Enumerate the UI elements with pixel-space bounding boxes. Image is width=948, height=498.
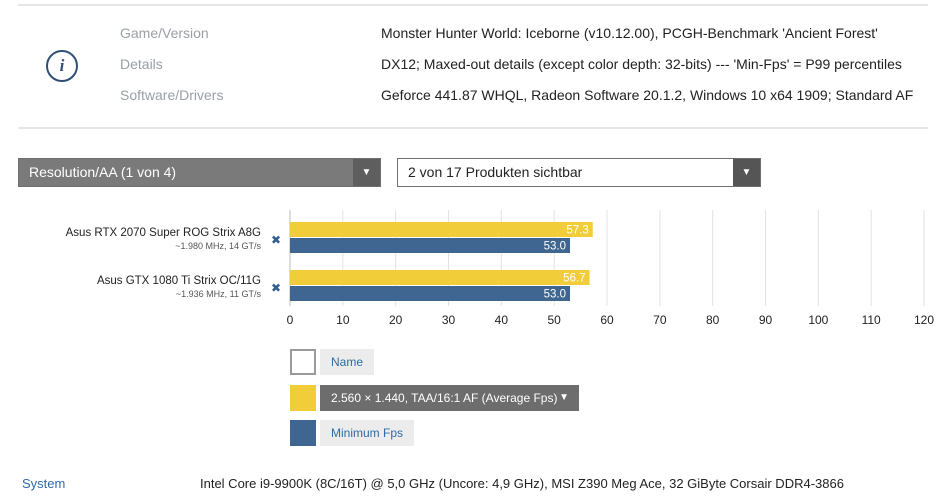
bar-value-label: 53.0 (544, 289, 566, 301)
info-icon: i (46, 50, 78, 82)
category-subtitle: ~1.936 MHz, 11 GT/s (176, 289, 262, 299)
products-select[interactable]: 2 von 17 Produkten sichtbar ▼ (397, 158, 761, 187)
meta-value-software: Geforce 441.87 WHQL, Radeon Software 20.… (381, 87, 914, 103)
x-tick-label: 60 (600, 313, 614, 327)
x-tick-label: 110 (862, 313, 881, 327)
chevron-down-icon[interactable]: ▼ (559, 392, 569, 403)
bar (290, 286, 571, 301)
info-divider (18, 127, 928, 129)
bar-value-label: 57.3 (566, 225, 588, 237)
bar (290, 270, 590, 285)
meta-label-details: Details (120, 56, 163, 72)
x-tick-label: 10 (336, 313, 350, 327)
bar (290, 222, 593, 237)
x-tick-label: 120 (914, 313, 934, 327)
x-tick-label: 90 (759, 313, 773, 327)
top-divider (18, 4, 928, 6)
close-x-icon[interactable]: ✖ (271, 281, 281, 295)
system-value: Intel Core i9-9900K (8C/16T) @ 5,0 GHz (… (200, 476, 844, 491)
category-label: Asus RTX 2070 Super ROG Strix A8G (66, 227, 261, 239)
meta-label-game: Game/Version (120, 25, 209, 41)
category-subtitle: ~1.980 MHz, 14 GT/s (175, 241, 261, 251)
resolution-select-value: Resolution/AA (1 von 4) (29, 164, 177, 180)
chevron-down-icon[interactable]: ▼ (733, 159, 760, 186)
x-tick-label: 70 (653, 313, 667, 327)
x-tick-label: 20 (389, 313, 403, 327)
legend-average-label: 2.560 × 1.440, TAA/16:1 AF (Average Fps) (331, 391, 558, 405)
x-tick-label: 30 (442, 313, 456, 327)
legend-average-swatch[interactable] (290, 385, 316, 411)
legend-average-select[interactable]: 2.560 × 1.440, TAA/16:1 AF (Average Fps)… (320, 385, 579, 411)
x-axis-ticks: 0 10 20 30 40 50 60 70 80 90 100 110 120 (287, 313, 935, 327)
x-tick-label: 40 (495, 313, 509, 327)
x-tick-label: 100 (808, 313, 828, 327)
chevron-down-icon[interactable]: ▼ (353, 159, 380, 186)
close-x-icon[interactable]: ✖ (271, 233, 281, 247)
system-link[interactable]: System (22, 476, 66, 491)
bar (290, 238, 571, 253)
chart-bars (290, 222, 593, 301)
x-tick-label: 0 (287, 313, 294, 327)
legend-minimum-swatch[interactable] (290, 420, 316, 446)
legend-name-label[interactable]: Name (320, 349, 375, 375)
bar-value-label: 56.7 (563, 273, 585, 285)
products-select-value: 2 von 17 Produkten sichtbar (408, 164, 583, 180)
x-tick-label: 50 (547, 313, 561, 327)
resolution-select[interactable]: Resolution/AA (1 von 4) ▼ (18, 158, 381, 187)
x-tick-label: 80 (706, 313, 720, 327)
bar-value-label: 53.0 (544, 241, 566, 253)
meta-label-software: Software/Drivers (120, 87, 224, 103)
legend-minimum-label[interactable]: Minimum Fps (320, 420, 415, 446)
category-label: Asus GTX 1080 Ti Strix OC/11G (97, 275, 261, 287)
meta-value-game: Monster Hunter World: Iceborne (v10.12.0… (381, 25, 878, 41)
legend-name-swatch[interactable] (290, 349, 316, 375)
meta-value-details: DX12; Maxed-out details (except color de… (381, 56, 902, 72)
